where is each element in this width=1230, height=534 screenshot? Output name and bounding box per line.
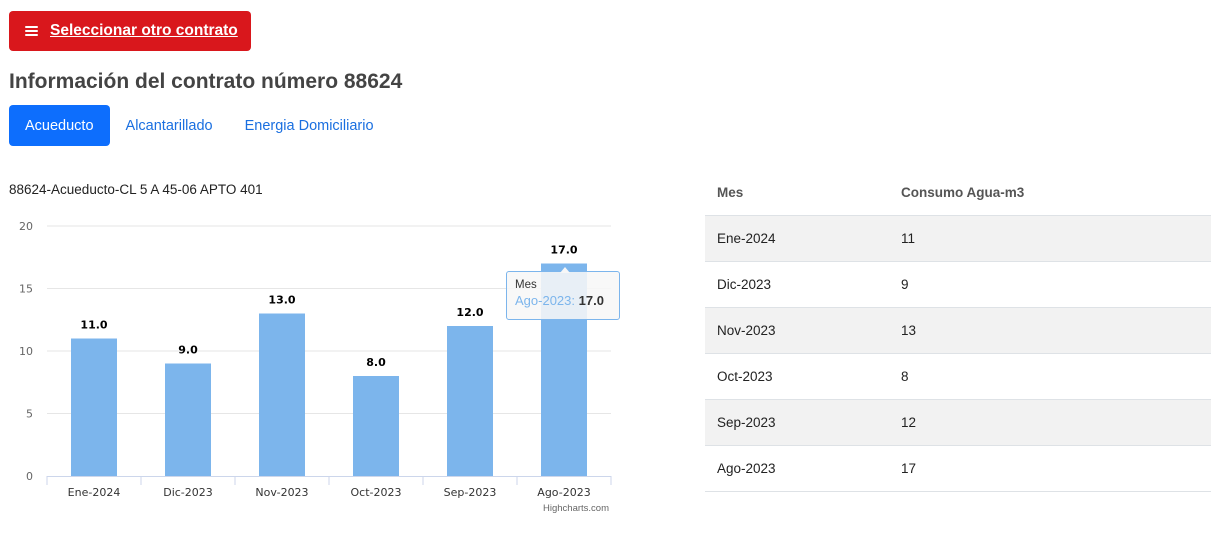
select-contract-label: Seleccionar otro contrato (50, 22, 238, 39)
table-cell-mes: Nov-2023 (705, 307, 889, 354)
column-header-mes: Mes (705, 169, 889, 216)
tooltip-value: 17.0 (578, 293, 604, 308)
table-row: Nov-2023 13 (705, 307, 1211, 354)
tab-energia-domiciliario[interactable]: Energia Domiciliario (244, 117, 374, 134)
x-tick-label: Oct-2023 (351, 486, 402, 499)
y-tick-label: 15 (19, 283, 33, 296)
y-tick-label: 5 (26, 408, 33, 421)
bar (353, 376, 399, 476)
page-title: Información del contrato número 88624 (9, 70, 403, 93)
table-row: Ene-2024 11 (705, 215, 1211, 262)
data-label: 12.0 (456, 306, 483, 319)
y-tick-label: 20 (19, 220, 33, 233)
table-row: Sep-2023 12 (705, 399, 1211, 446)
chart-tooltip: Mes Ago-2023: 17.0 (506, 265, 620, 320)
data-label: 8.0 (366, 356, 386, 369)
data-label: 17.0 (550, 244, 577, 257)
table-cell-mes: Sep-2023 (705, 399, 889, 446)
table-header-row: Mes Consumo Agua-m3 (705, 169, 1211, 216)
table-cell-mes: Ago-2023 (705, 445, 889, 492)
consumption-table: Mes Consumo Agua-m3 Ene-2024 11 Dic-2023 9… (705, 169, 1211, 492)
bar (259, 313, 305, 476)
x-tick-label: Ago-2023 (537, 486, 590, 499)
data-label: 11.0 (80, 319, 107, 332)
bar (71, 338, 117, 476)
bar (447, 326, 493, 476)
table-cell-consumo: 8 (889, 353, 1211, 400)
y-tick-label: 10 (19, 345, 33, 358)
table-cell-consumo: 13 (889, 307, 1211, 354)
data-label: 13.0 (268, 294, 295, 307)
tooltip-key: Ago-2023 (515, 293, 572, 308)
table-cell-consumo: 9 (889, 261, 1211, 308)
chart-caption: 88624-Acueducto-CL 5 A 45-06 APTO 401 (9, 182, 263, 197)
bar (165, 363, 211, 476)
tab-alcantarillado[interactable]: Alcantarillado (125, 117, 213, 134)
x-tick-label: Nov-2023 (255, 486, 308, 499)
table-cell-mes: Ene-2024 (705, 215, 889, 262)
table-cell-consumo: 17 (889, 445, 1211, 492)
y-tick-label: 0 (26, 470, 33, 483)
table-row: Dic-2023 9 (705, 261, 1211, 308)
table-row: Ago-2023 17 (705, 445, 1211, 492)
table-cell-consumo: 12 (889, 399, 1211, 446)
x-tick-label: Sep-2023 (444, 486, 497, 499)
table-cell-mes: Oct-2023 (705, 353, 889, 400)
chart-credit[interactable]: Highcharts.com (543, 503, 609, 514)
consumption-bar-chart: 0 5 10 15 20 11.0 Ene-2024 9.0 Dic-2023 13.0 Nov-2… (19, 220, 612, 499)
tooltip-title: Mes (515, 279, 537, 291)
x-tick-label: Ene-2024 (68, 486, 121, 499)
table-row: Oct-2023 8 (705, 353, 1211, 400)
data-label: 9.0 (178, 344, 198, 357)
table-cell-mes: Dic-2023 (705, 261, 889, 308)
select-contract-button[interactable]: Seleccionar otro contrato (9, 11, 251, 51)
tab-acueducto[interactable]: Acueducto (9, 105, 110, 146)
table-cell-consumo: 11 (889, 215, 1211, 262)
x-tick-label: Dic-2023 (163, 486, 213, 499)
menu-icon (25, 25, 38, 37)
column-header-consumo: Consumo Agua-m3 (889, 169, 1211, 216)
service-tabs: Acueducto Alcantarillado Energia Domicil… (9, 105, 390, 146)
